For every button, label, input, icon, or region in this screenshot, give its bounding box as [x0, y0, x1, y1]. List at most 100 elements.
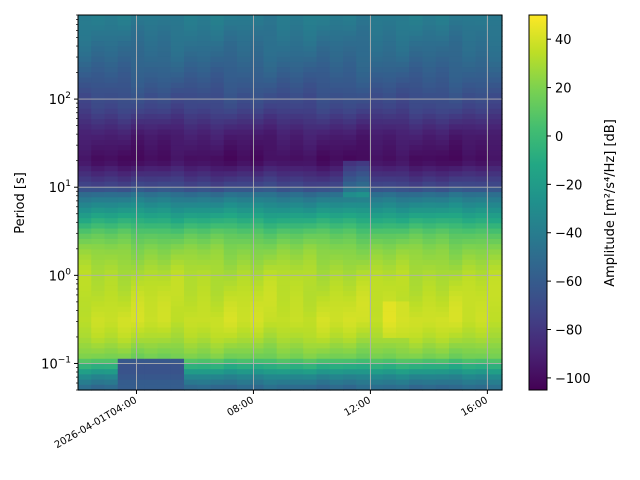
heatmap-cell — [462, 72, 477, 79]
heatmap-cell — [184, 254, 198, 261]
heatmap-cell — [276, 223, 291, 230]
heatmap-cell — [290, 280, 304, 287]
heatmap-cell — [170, 228, 185, 235]
heatmap-cell — [117, 358, 132, 365]
heatmap-cell — [276, 317, 291, 323]
heatmap-cell — [197, 301, 212, 308]
heatmap-cell — [131, 61, 145, 68]
heatmap-cell — [422, 35, 437, 42]
heatmap-cell — [223, 353, 238, 360]
heatmap-cell — [329, 171, 344, 178]
heatmap-cell — [197, 124, 212, 131]
heatmap-cell — [131, 160, 145, 167]
heatmap-cell — [276, 51, 291, 58]
heatmap-cell — [197, 327, 212, 334]
heatmap-cell — [250, 67, 265, 73]
heatmap-cell — [104, 223, 119, 230]
heatmap-cell — [422, 77, 437, 84]
heatmap-cell — [144, 197, 159, 204]
heatmap-cell — [488, 275, 503, 282]
heatmap-cell — [91, 150, 106, 157]
heatmap-cell — [170, 20, 185, 27]
heatmap-cell — [435, 15, 450, 21]
heatmap-cell — [462, 228, 477, 235]
heatmap-cell — [263, 327, 278, 334]
heatmap-cell — [157, 140, 172, 146]
heatmap-cell — [449, 301, 463, 308]
heatmap-cell — [223, 207, 238, 214]
heatmap-cell — [462, 296, 477, 303]
heatmap-cell — [237, 87, 251, 94]
heatmap-cell — [237, 134, 251, 141]
heatmap-cell — [184, 87, 198, 94]
heatmap-cell — [422, 291, 437, 297]
heatmap-cell — [170, 51, 185, 58]
heatmap-cell — [435, 51, 450, 58]
heatmap-cell — [144, 171, 159, 178]
heatmap-cell — [462, 332, 477, 339]
heatmap-cell — [449, 212, 463, 219]
heatmap-cell — [462, 197, 477, 204]
heatmap-cell — [131, 291, 145, 297]
heatmap-cell — [488, 103, 503, 110]
heatmap-cell — [329, 30, 344, 37]
heatmap-cell — [382, 67, 397, 73]
heatmap-cell — [329, 119, 344, 125]
heatmap-cell — [117, 150, 132, 157]
heatmap-cell — [409, 108, 424, 115]
heatmap-cell — [237, 384, 251, 391]
heatmap-cell — [223, 348, 238, 355]
heatmap-cell — [356, 150, 371, 157]
heatmap-cell — [104, 30, 119, 37]
heatmap-cell — [475, 280, 490, 287]
heatmap-cell — [369, 129, 384, 136]
heatmap-cell — [223, 265, 238, 271]
heatmap-cell — [382, 186, 397, 193]
heatmap-cell — [210, 46, 225, 53]
heatmap-cell — [422, 113, 437, 120]
heatmap-cell — [131, 98, 145, 105]
heatmap-cell — [250, 108, 265, 115]
heatmap-cell — [435, 176, 450, 183]
heatmap-cell — [104, 197, 119, 204]
heatmap-cell — [78, 72, 92, 79]
heatmap-cell — [475, 254, 490, 261]
heatmap-cell — [157, 186, 172, 193]
heatmap-cell — [210, 150, 225, 157]
heatmap-cell — [223, 218, 238, 224]
heatmap-cell — [104, 343, 119, 349]
heatmap-cell — [303, 223, 318, 230]
heatmap-cell — [131, 223, 145, 230]
heatmap-cell — [409, 384, 424, 391]
heatmap-cell — [303, 56, 318, 63]
heatmap-cell — [422, 103, 437, 110]
heatmap-cell — [276, 108, 291, 115]
heatmap-cell — [462, 348, 477, 355]
heatmap-cell — [449, 119, 463, 125]
heatmap-cell — [104, 124, 119, 131]
heatmap-cell — [488, 197, 503, 204]
heatmap-cell — [170, 160, 185, 167]
heatmap-cell — [276, 82, 291, 89]
heatmap-cell — [263, 103, 278, 110]
heatmap-cell — [382, 46, 397, 53]
heatmap-cell — [78, 124, 92, 131]
heatmap-cell — [210, 82, 225, 89]
heatmap-cell — [144, 160, 159, 167]
heatmap-cell — [382, 192, 397, 198]
heatmap-cell — [263, 285, 278, 292]
heatmap-cell — [157, 41, 172, 47]
heatmap-cell — [382, 77, 397, 84]
heatmap-cell — [144, 218, 159, 224]
heatmap-cell — [117, 77, 132, 84]
heatmap-cell — [290, 61, 304, 68]
heatmap-cell — [131, 244, 145, 250]
heatmap-cell — [329, 145, 344, 152]
heatmap-cell — [170, 384, 185, 391]
heatmap-cell — [104, 35, 119, 42]
heatmap-cell — [475, 337, 490, 344]
heatmap-cell — [369, 166, 384, 172]
heatmap-cell — [329, 233, 344, 240]
heatmap-cell — [78, 77, 92, 84]
heatmap-cell — [435, 306, 450, 313]
